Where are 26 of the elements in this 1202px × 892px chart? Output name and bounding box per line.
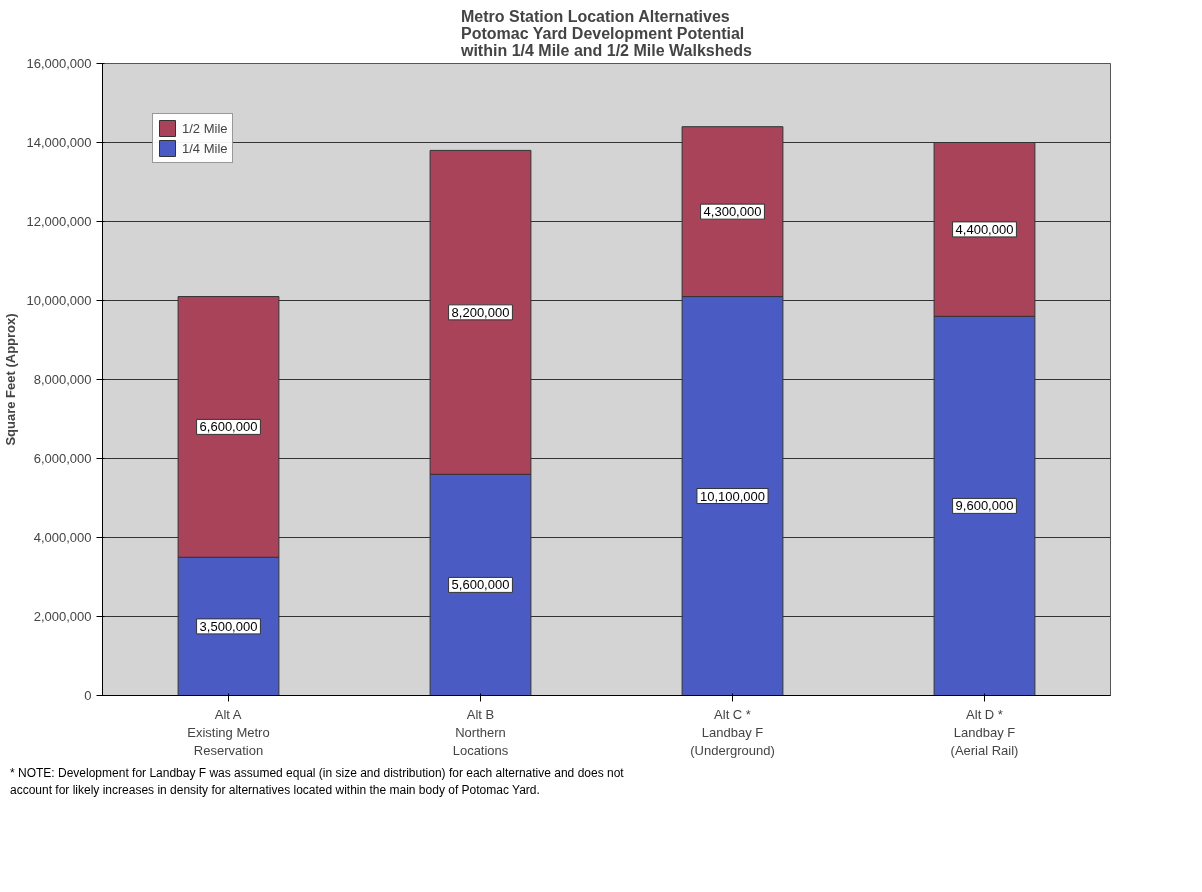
data-label: 3,500,000: [199, 618, 258, 634]
chart-title: Metro Station Location Alternatives Potomac Yard Development Potential within 1/4 Mile and 1/2 Mile Walksheds: [459, 7, 753, 59]
text: * NOTE: Development for Landbay F was assumed equal (in size and distribution) for each alternative and does not account for likely increases in density for alternatives located within the main body of Potomac Yard.: [10, 765, 624, 800]
data-label: 10,100,000: [699, 488, 766, 504]
data-label: 5,600,000: [451, 577, 510, 593]
data-label: 6,600,000: [199, 419, 258, 435]
data-label: 4,400,000: [955, 221, 1014, 237]
y-tick-label: 12,000,000: [26, 214, 92, 229]
y-tick-label: 14,000,000: [26, 135, 92, 150]
legend-label: 1/4 Mile: [182, 140, 228, 156]
y-axis-title: Square Feet (Approx): [3, 313, 19, 446]
y-tick-label: 0: [84, 688, 92, 703]
y-tick-label: 16,000,000: [26, 56, 92, 71]
y-tick-label: 6,000,000: [33, 451, 92, 466]
legend-label: 1/2 Mile: [182, 120, 228, 136]
x-tick-label: Alt D * Landbay F (Aerial Rail): [950, 706, 1019, 758]
y-tick-label: 4,000,000: [33, 530, 92, 545]
x-tick-label: Alt C * Landbay F (Underground): [690, 706, 775, 758]
x-tick-label: Alt B Northern Locations: [452, 706, 509, 758]
y-tick-label: 8,000,000: [33, 372, 92, 387]
x-tick-label: Alt A Existing Metro Reservation: [187, 706, 270, 758]
data-label: 4,300,000: [703, 204, 762, 220]
data-label: 9,600,000: [955, 498, 1014, 514]
y-tick-label: 2,000,000: [33, 609, 92, 624]
data-label: 8,200,000: [451, 304, 510, 320]
y-tick-label: 10,000,000: [26, 293, 92, 308]
